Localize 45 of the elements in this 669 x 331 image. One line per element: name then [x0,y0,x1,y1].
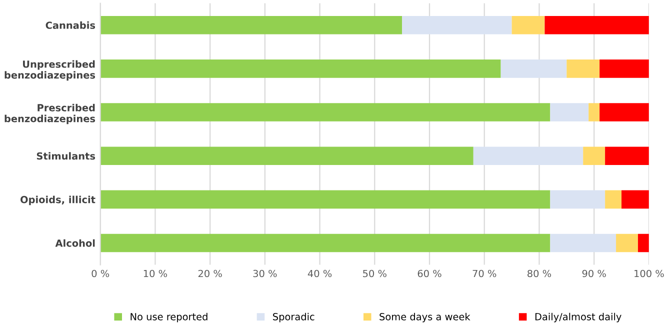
bar [100,16,402,34]
x-tick-label: 100 % [634,270,664,278]
bar [100,60,501,78]
bar [583,146,606,165]
bar [622,190,649,209]
x-tick-label: 50 % [363,270,386,278]
y-tick-label: Alcohol [55,239,95,247]
bar [566,60,600,78]
bar [550,103,589,122]
y-tick-label: Prescribed benzodiazepines [4,104,96,124]
y-tick-label: Stimulants [36,152,96,160]
bar [600,103,649,122]
legend-label: No use reported [130,312,208,322]
x-tick-label: 10 % [144,270,168,278]
bar [616,234,638,252]
bar [100,190,550,209]
y-tick-label: Opioids, illicit [20,196,96,206]
legend-label: Some days a week [380,312,470,322]
bar [600,60,649,78]
y-tick-label: Unprescribed benzodiazepines [4,60,96,81]
bar [605,190,622,209]
bar [605,146,649,165]
legend-label: Daily/almost daily [535,312,622,322]
bar [550,190,606,209]
legend-label: Sporadic [273,312,314,322]
x-tick-label: 60 % [418,270,442,278]
bar [544,16,649,34]
y-tick-label: Cannabis [46,21,96,29]
bar [402,16,512,34]
bar [500,60,567,78]
x-tick-label: 0 % [92,270,110,278]
bar [473,146,584,165]
x-tick-label: 80 % [528,270,552,278]
bar [550,234,616,252]
x-tick-label: 20 % [198,270,222,278]
bar [100,146,474,165]
bar [638,234,649,252]
bar [512,16,545,34]
bar [588,103,600,122]
x-tick-label: 90 % [582,270,606,278]
bar [100,234,550,252]
x-tick-label: 70 % [472,270,496,278]
bar [100,103,550,122]
x-tick-label: 30 % [253,270,277,278]
x-tick-label: 40 % [308,270,332,278]
